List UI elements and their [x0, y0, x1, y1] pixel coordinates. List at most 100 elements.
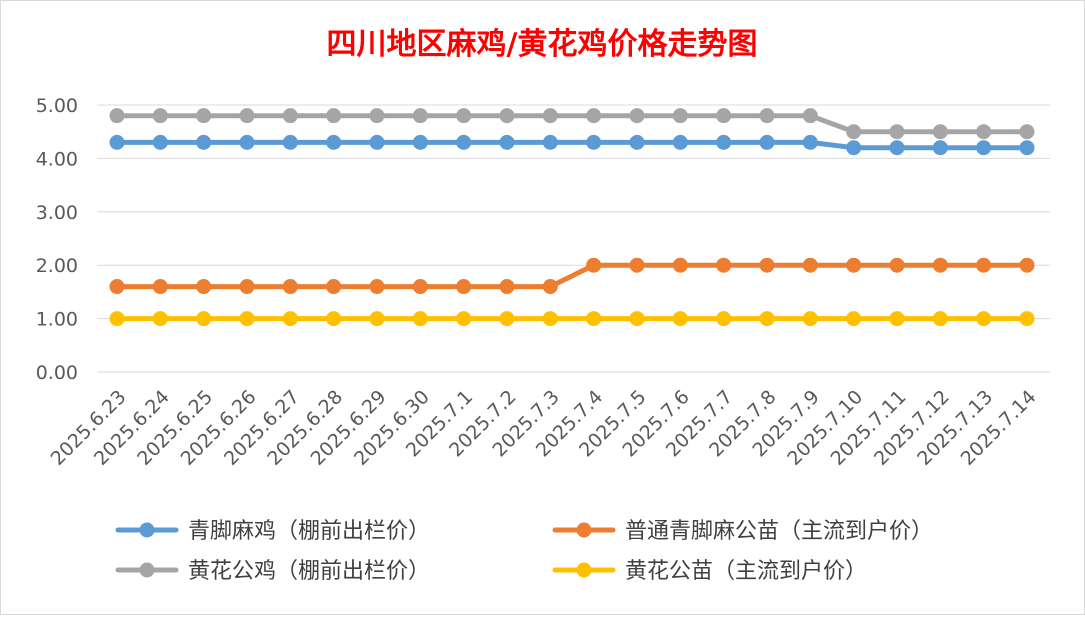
data-point [759, 108, 775, 124]
data-point [456, 279, 472, 295]
data-point [586, 108, 602, 124]
data-point [802, 134, 818, 150]
data-point [802, 257, 818, 273]
data-point [932, 124, 948, 140]
data-point [672, 311, 688, 327]
data-point [152, 134, 168, 150]
data-point [846, 257, 862, 273]
data-point [759, 134, 775, 150]
data-point [196, 279, 212, 295]
data-point [282, 108, 298, 124]
data-point [282, 134, 298, 150]
data-point [109, 311, 125, 327]
data-point [152, 108, 168, 124]
data-point [542, 108, 558, 124]
legend: 青脚麻鸡（棚前出栏价） 普通青脚麻公苗（主流到户价） 黄花公鸡（棚前出栏价） 黄花公苗… [115, 519, 933, 584]
data-point [456, 108, 472, 124]
y-axis-ticks: 0.00 1.00 2.00 3.00 4.00 5.00 [36, 95, 78, 384]
data-point [326, 134, 342, 150]
data-point [716, 134, 732, 150]
data-point [412, 134, 428, 150]
data-point [716, 108, 732, 124]
y-tick-label: 4.00 [36, 148, 78, 170]
data-point [586, 257, 602, 273]
y-tick-label: 0.00 [36, 362, 78, 384]
data-point [152, 311, 168, 327]
data-point [369, 134, 385, 150]
data-point [629, 311, 645, 327]
data-point [456, 134, 472, 150]
data-point [152, 279, 168, 295]
data-point [326, 279, 342, 295]
data-point [239, 134, 255, 150]
data-point [932, 311, 948, 327]
y-tick-label: 1.00 [36, 309, 78, 331]
data-point [499, 134, 515, 150]
data-point [326, 311, 342, 327]
data-point [1019, 311, 1035, 327]
legend-marker [576, 562, 592, 578]
legend-label: 黄花公苗（主流到户价） [625, 559, 867, 584]
data-point [499, 279, 515, 295]
data-point [716, 257, 732, 273]
legend-item: 黄花公苗（主流到户价） [552, 559, 867, 584]
data-point [629, 134, 645, 150]
data-point [802, 108, 818, 124]
data-point [759, 257, 775, 273]
data-point [499, 311, 515, 327]
data-point [542, 134, 558, 150]
data-point [672, 257, 688, 273]
y-tick-label: 2.00 [36, 255, 78, 277]
legend-label: 黄花公鸡（棚前出栏价） [188, 559, 430, 584]
data-point [586, 311, 602, 327]
data-point [976, 311, 992, 327]
data-point [499, 108, 515, 124]
series-line [114, 139, 1030, 151]
data-point [976, 140, 992, 156]
data-point [239, 279, 255, 295]
legend-item: 黄花公鸡（棚前出栏价） [115, 559, 430, 584]
data-point [846, 311, 862, 327]
data-point [369, 279, 385, 295]
data-point [976, 124, 992, 140]
data-point [196, 311, 212, 327]
data-point [1019, 257, 1035, 273]
series-line [114, 113, 1030, 135]
series-2 [109, 257, 1035, 295]
data-point [282, 279, 298, 295]
data-point [586, 134, 602, 150]
legend-marker [576, 522, 592, 538]
data-point [932, 140, 948, 156]
data-point [326, 108, 342, 124]
data-point [412, 311, 428, 327]
data-point [889, 257, 905, 273]
data-point [846, 140, 862, 156]
data-point [239, 108, 255, 124]
data-point [629, 257, 645, 273]
legend-marker [139, 522, 155, 538]
legend-item: 普通青脚麻公苗（主流到户价） [552, 519, 933, 544]
data-point [629, 108, 645, 124]
data-point [802, 311, 818, 327]
data-point [196, 108, 212, 124]
data-point [542, 311, 558, 327]
data-point [109, 108, 125, 124]
data-point [542, 279, 558, 295]
data-point [369, 108, 385, 124]
data-point [672, 108, 688, 124]
y-tick-label: 3.00 [36, 202, 78, 224]
data-point [412, 108, 428, 124]
data-point [239, 311, 255, 327]
data-point [109, 279, 125, 295]
data-point [759, 311, 775, 327]
data-point [889, 124, 905, 140]
data-point [412, 279, 428, 295]
data-point [716, 311, 732, 327]
data-point [889, 140, 905, 156]
legend-marker [139, 562, 155, 578]
legend-label: 青脚麻鸡（棚前出栏价） [188, 519, 430, 544]
data-point [282, 311, 298, 327]
series-3 [109, 108, 1035, 140]
